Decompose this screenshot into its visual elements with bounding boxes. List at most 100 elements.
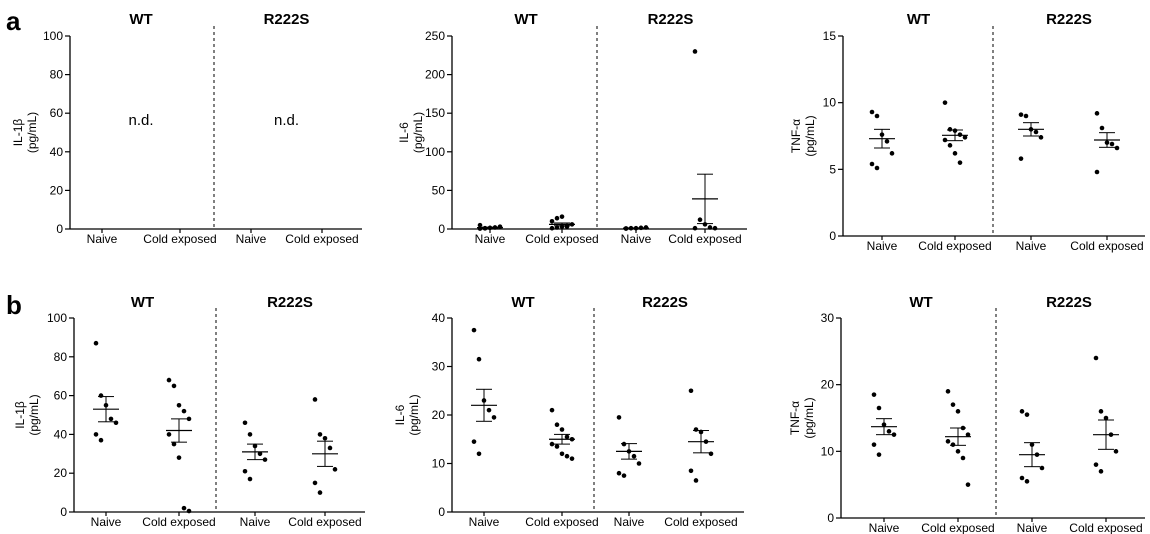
data-point	[1038, 135, 1044, 140]
y-tick-label: 0	[827, 511, 834, 525]
y-axis-unit: (pg/mL)	[407, 394, 421, 435]
y-tick-label: 150	[425, 106, 445, 120]
y-tick-label: 10	[432, 457, 446, 471]
x-category-label: Cold exposed	[1070, 239, 1143, 253]
data-point	[549, 218, 555, 224]
y-tick-label: 0	[438, 505, 445, 519]
group-label-wt: WT	[131, 294, 154, 311]
data-point	[166, 377, 172, 383]
x-category-label: Naive	[1016, 239, 1047, 253]
y-axis-unit: (pg/mL)	[25, 112, 39, 153]
data-point	[262, 457, 268, 462]
chart-a-3: 0 5 10 15 Naive Cold exposed Naive Cold exposed…	[789, 11, 1145, 253]
data-point	[631, 453, 637, 459]
y-axis-label: IL-6	[393, 404, 407, 425]
y-tick-label: 20	[50, 183, 64, 197]
data-point	[884, 139, 890, 144]
y-tick-label: 200	[425, 68, 445, 82]
y-axis-unit: (pg/mL)	[411, 112, 425, 153]
data-point	[181, 408, 187, 414]
x-category-label: Cold exposed	[143, 232, 216, 246]
y-tick-label: 20	[432, 408, 446, 422]
data-point	[554, 215, 560, 221]
not-detected-label: n.d.	[274, 112, 299, 129]
group-label-r222s: R222S	[1046, 294, 1092, 311]
y-axis-label: TNF-α	[789, 119, 803, 153]
data-point	[322, 435, 328, 441]
x-category-label: Cold exposed	[1069, 521, 1142, 534]
x-category-label: Cold exposed	[525, 515, 598, 529]
data-point	[871, 442, 877, 447]
y-axis-label: IL-6	[397, 122, 411, 143]
data-point	[1033, 129, 1039, 135]
data-point	[692, 225, 698, 231]
data-point	[317, 490, 323, 495]
data-point	[108, 416, 114, 422]
data-point	[869, 109, 875, 115]
y-tick-label: 10	[821, 444, 835, 458]
data-point	[1109, 141, 1115, 147]
x-category-label: Naive	[91, 515, 122, 529]
data-point	[491, 415, 497, 420]
x-category-label: Cold exposed	[525, 232, 598, 246]
data-point	[564, 434, 570, 440]
x-category-label: Cold exposed	[918, 239, 991, 253]
group-label-r222s: R222S	[1046, 11, 1092, 28]
data-point	[559, 214, 565, 219]
data-point	[554, 444, 560, 449]
data-point	[181, 505, 187, 511]
y-tick-label: 60	[54, 389, 68, 403]
data-point	[247, 432, 253, 437]
x-category-label: Naive	[1017, 521, 1048, 534]
data-point	[549, 407, 555, 413]
data-point	[1039, 465, 1045, 471]
y-axis-label: IL-1β	[13, 401, 27, 429]
x-category-label: Naive	[236, 232, 267, 246]
group-label-wt: WT	[907, 11, 930, 28]
group-label-wt: WT	[909, 294, 932, 311]
data-point	[113, 420, 119, 426]
data-point	[712, 225, 718, 231]
data-point	[621, 473, 627, 478]
y-tick-label: 30	[432, 360, 446, 374]
data-point	[955, 409, 961, 414]
data-point	[945, 439, 951, 444]
data-point	[1019, 475, 1025, 481]
x-category-label: Naive	[867, 239, 898, 253]
data-point	[1114, 145, 1120, 151]
data-point	[332, 467, 338, 472]
data-point	[962, 135, 968, 140]
panel-letter-b: b	[6, 290, 22, 320]
data-point	[93, 340, 99, 346]
data-point	[186, 416, 192, 422]
data-point	[1024, 412, 1030, 417]
y-tick-label: 20	[54, 466, 68, 480]
data-point	[1098, 409, 1104, 414]
y-tick-label: 80	[54, 350, 68, 364]
not-detected-label: n.d.	[128, 112, 153, 129]
data-point	[707, 225, 713, 230]
chart-b-1: 0 20 40 60 80 100 Naive Cold exposed Naive Cold e…	[13, 294, 365, 529]
data-point	[257, 451, 263, 457]
data-point	[93, 432, 99, 437]
data-point	[960, 455, 966, 461]
y-tick-label: 0	[438, 222, 445, 236]
data-point	[688, 388, 694, 394]
data-point	[176, 403, 182, 408]
data-point	[166, 432, 172, 437]
y-tick-label: 40	[50, 145, 64, 159]
chart-b-3: 0 10 20 30 Naive Cold exposed Naive Cold expose…	[788, 294, 1145, 534]
y-tick-label: 50	[432, 183, 446, 197]
y-tick-label: 100	[43, 29, 63, 43]
group-label-wt: WT	[129, 11, 152, 28]
y-tick-label: 80	[50, 68, 64, 82]
data-point	[876, 452, 882, 457]
x-category-label: Cold exposed	[285, 232, 358, 246]
data-point	[486, 407, 492, 413]
y-tick-label: 0	[60, 505, 67, 519]
data-point	[616, 470, 622, 476]
data-point	[564, 224, 570, 229]
data-point	[247, 476, 253, 482]
data-point	[693, 478, 699, 483]
